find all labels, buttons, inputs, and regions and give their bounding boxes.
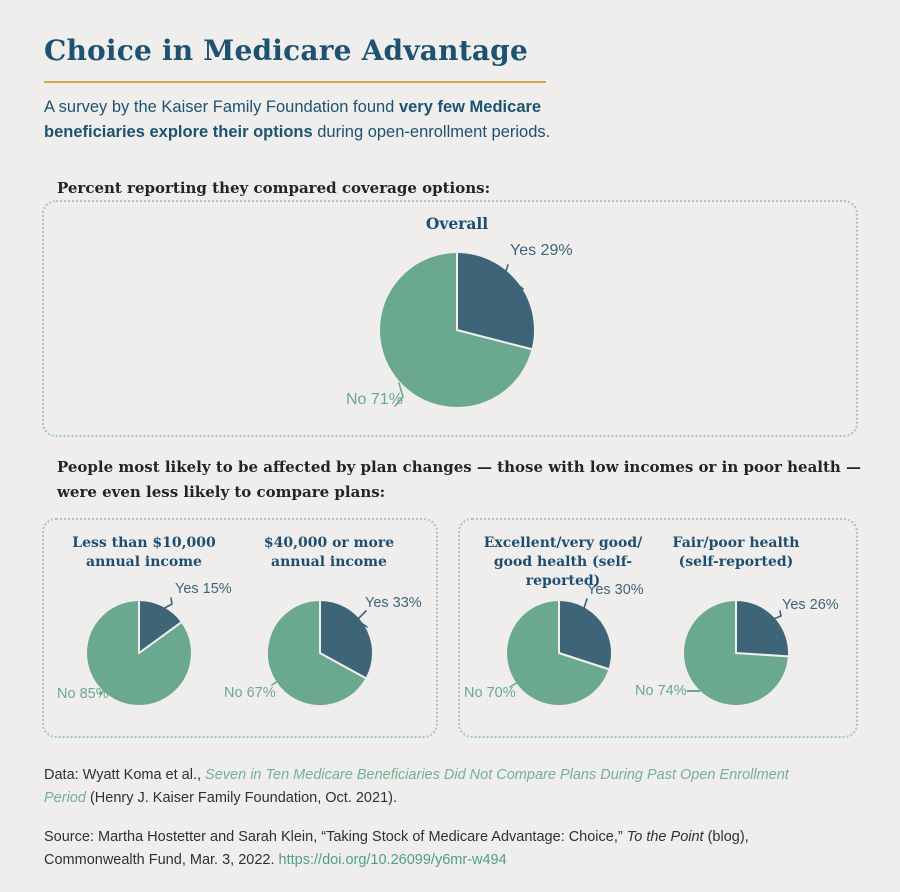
section-heading-overall: Percent reporting they compared coverage… <box>57 179 491 197</box>
poor-health-no-leader-dash <box>687 690 700 692</box>
label-poor-health-yes: Yes 26% <box>782 597 839 613</box>
section-heading-subgroups: People most likely to be affected by pla… <box>57 455 861 505</box>
data-attribution: Data: Wyatt Koma et al., Seven in Ten Me… <box>44 764 804 810</box>
good-health-no-leader-line <box>509 672 519 688</box>
data-prefix: Data: Wyatt Koma et al., <box>44 767 206 783</box>
label-overall-no: No 71% <box>346 391 403 408</box>
source-prefix: Source: Martha Hostetter and Sarah Klein… <box>44 829 627 845</box>
source-blog-name: To the Point <box>626 829 704 845</box>
doi-link[interactable]: https://doi.org/10.26099/y6mr-w494 <box>278 852 507 868</box>
source-attribution: Source: Martha Hostetter and Sarah Klein… <box>44 826 804 872</box>
overall-yes-leader-line <box>504 264 524 290</box>
label-overall-yes: Yes 29% <box>510 242 573 259</box>
pie-title-high-income: $40,000 or more annual income <box>263 535 395 570</box>
source-middle: (blog), Commonwealth Fund, Mar. 3, 2022. <box>44 829 749 868</box>
overall-chart-box: Overall Yes 29% No 71% <box>42 200 858 437</box>
subtitle-bold: very few Medicare beneficiaries explore … <box>44 98 542 141</box>
good-health-yes-leader-line <box>583 598 601 623</box>
subtitle-suffix: during open-enrollment periods. <box>312 123 551 141</box>
data-suffix: (Henry J. Kaiser Family Foundation, Oct.… <box>85 790 397 806</box>
overall-no-leader-line <box>394 382 404 407</box>
pie-chart-low-income <box>85 599 193 707</box>
label-poor-health-no: No 74% <box>635 683 687 699</box>
subtitle-prefix: A survey by the Kaiser Family Foundation… <box>44 98 399 116</box>
page-subtitle: A survey by the Kaiser Family Foundation… <box>44 95 589 145</box>
high-income-no-leader-line <box>271 670 280 686</box>
pie-title-low-income: Less than $10,000 annual income <box>72 535 216 570</box>
pie-chart-good-health <box>505 599 613 707</box>
subgroups-heading-line2: were even less likely to compare plans: <box>57 483 386 501</box>
report-title-link[interactable]: Seven in Ten Medicare Beneficiaries Did … <box>44 767 789 806</box>
label-low-income-yes: Yes 15% <box>175 581 232 597</box>
poor-health-yes-leader-line <box>770 610 782 621</box>
low-income-yes-leader-line <box>160 597 173 611</box>
health-charts-box: Excellent/very good/good health (self-re… <box>458 518 858 738</box>
label-good-health-no: No 70% <box>464 685 516 701</box>
low-income-no-leader-line <box>99 687 114 695</box>
pie-title-overall: Overall <box>425 214 489 233</box>
income-charts-box: Less than $10,000 annual income Yes 15% N… <box>42 518 438 738</box>
label-high-income-no: No 67% <box>224 685 276 701</box>
label-low-income-no: No 85% <box>57 686 109 702</box>
pie-title-poor-health: Fair/poor health (self-reported) <box>672 535 800 570</box>
subgroups-heading-line1: People most likely to be affected by pla… <box>57 458 862 476</box>
label-good-health-yes: Yes 30% <box>587 582 644 598</box>
pie-chart-high-income <box>266 599 374 707</box>
pie-title-good-health: Excellent/very good/good health (self-re… <box>483 535 643 589</box>
pie-chart-poor-health <box>682 599 790 707</box>
pie-chart-overall <box>378 251 536 409</box>
title-underline-rule <box>44 81 546 83</box>
page-title: Choice in Medicare Advantage <box>44 34 528 67</box>
high-income-yes-leader-line <box>356 610 368 628</box>
label-high-income-yes: Yes 33% <box>365 595 422 611</box>
